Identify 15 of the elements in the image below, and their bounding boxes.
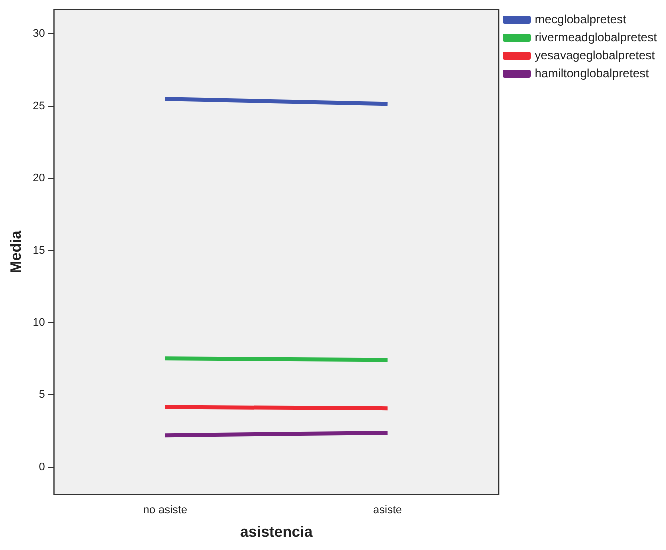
y-tick-label: 5 — [39, 389, 46, 402]
legend-label: hamiltonglobalpretest — [535, 66, 650, 80]
x-axis-title: asistencia — [240, 524, 314, 542]
x-tick-label: no asiste — [143, 504, 188, 516]
y-tick-label: 25 — [32, 100, 46, 112]
y-tick-label: 20 — [32, 172, 46, 185]
legend-label: mecglobalpretest — [535, 12, 628, 26]
y-tick-label: 30 — [32, 28, 46, 40]
x-tick-label: asiste — [373, 504, 402, 516]
y-tick-label: 10 — [32, 316, 46, 329]
y-tick-label: 15 — [32, 244, 46, 257]
y-axis-title: Media — [8, 230, 26, 274]
legend-label: rivermeadglobalpretest — [535, 30, 658, 44]
y-tick-label: 0 — [39, 461, 46, 474]
legend-label: yesavageglobalpretest — [535, 48, 656, 62]
